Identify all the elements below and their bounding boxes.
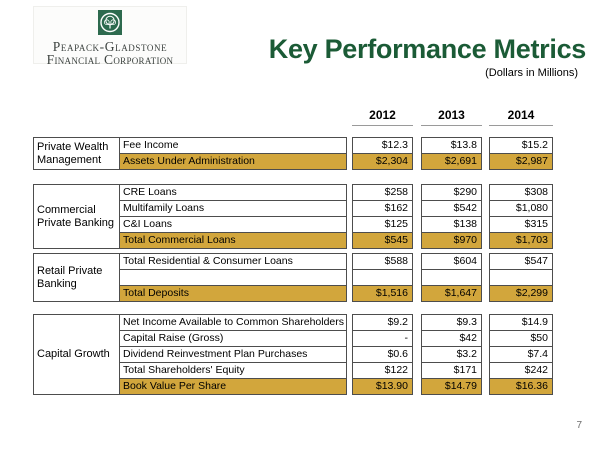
row-label-highlight: Assets Under Administration — [120, 153, 346, 169]
values-2013-s3: $604 $1,647 — [421, 253, 482, 302]
values-2012-s2: $258 $162 $125 $545 — [352, 184, 413, 249]
values-2012-s4: $9.2 - $0.6 $122 $13.90 — [352, 314, 413, 395]
values-2012-s3: $588 $1,516 — [352, 253, 413, 302]
value-cell-highlight: $545 — [353, 232, 412, 248]
values-2014-s3: $547 $2,299 — [489, 253, 553, 302]
value-cell-highlight: $1,516 — [353, 285, 412, 301]
values-2014-s4: $14.9 $50 $7.4 $242 $16.36 — [489, 314, 553, 395]
section-capital-growth: Capital Growth Net Income Available to C… — [33, 314, 347, 395]
value-cell-highlight: $16.36 — [490, 378, 552, 394]
value-cell: $9.2 — [387, 316, 408, 328]
value-cell: $315 — [490, 216, 552, 232]
page-number: 7 — [576, 420, 582, 431]
value-cell: $13.8 — [450, 139, 477, 151]
value-cell: $138 — [422, 216, 481, 232]
row-label: CRE Loans — [123, 186, 177, 198]
year-header-2012: 2012 — [352, 108, 413, 126]
value-cell-empty — [422, 269, 481, 285]
year-header-2013: 2013 — [421, 108, 482, 126]
row-label-highlight: Book Value Per Share — [120, 378, 346, 394]
value-cell: $42 — [422, 330, 481, 346]
tree-emblem-icon — [98, 10, 122, 40]
row-label-highlight: Total Commercial Loans — [120, 232, 346, 248]
year-header-2014: 2014 — [489, 108, 553, 126]
row-label: Fee Income — [123, 139, 179, 151]
value-cell: $12.3 — [381, 139, 408, 151]
group-label: Retail Private Banking — [34, 254, 120, 301]
value-cell: $7.4 — [490, 346, 552, 362]
value-cell: $3.2 — [422, 346, 481, 362]
values-2013-s1: $13.8 $2,691 — [421, 137, 482, 170]
value-cell: $1,080 — [490, 200, 552, 216]
page-title: Key Performance Metrics — [268, 34, 587, 64]
value-cell: $0.6 — [353, 346, 412, 362]
row-label-highlight: Total Deposits — [120, 285, 346, 301]
value-cell: $308 — [524, 186, 548, 198]
value-cell: $542 — [422, 200, 481, 216]
value-cell-highlight: $2,987 — [490, 153, 552, 169]
row-label: Total Shareholders' Equity — [120, 362, 346, 378]
row-label: Capital Raise (Gross) — [120, 330, 346, 346]
value-cell: $50 — [490, 330, 552, 346]
value-cell: $242 — [490, 362, 552, 378]
row-label: Multifamily Loans — [120, 200, 346, 216]
row-label: Net Income Available to Common Sharehold… — [123, 316, 345, 328]
row-label: Total Residential & Consumer Loans — [123, 255, 293, 267]
page-subtitle: (Dollars in Millions) — [485, 67, 578, 79]
section-commercial-private-banking: Commercial Private Banking CRE Loans Mul… — [33, 184, 347, 249]
company-name-line2: Financial Corporation — [46, 52, 174, 67]
value-cell-highlight: $970 — [422, 232, 481, 248]
values-2012-s1: $12.3 $2,304 — [352, 137, 413, 170]
value-cell: $9.3 — [456, 316, 477, 328]
values-2014-s1: $15.2 $2,987 — [489, 137, 553, 170]
row-label-empty — [120, 269, 346, 285]
group-label: Capital Growth — [34, 315, 120, 394]
value-cell-empty — [490, 269, 552, 285]
value-cell-highlight: $2,304 — [353, 153, 412, 169]
value-cell: $14.9 — [521, 316, 548, 328]
value-cell: $15.2 — [521, 139, 548, 151]
values-2013-s2: $290 $542 $138 $970 — [421, 184, 482, 249]
value-cell-highlight: $14.79 — [422, 378, 481, 394]
group-label: Private Wealth Management — [34, 138, 120, 169]
value-cell-highlight: $13.90 — [353, 378, 412, 394]
value-cell-empty — [353, 269, 412, 285]
value-cell: $162 — [353, 200, 412, 216]
value-cell: $290 — [453, 186, 477, 198]
section-private-wealth-management: Private Wealth Management Fee Income Ass… — [33, 137, 347, 170]
value-cell: $604 — [453, 255, 477, 267]
company-logo: Peapack-Gladstone Financial Corporation — [33, 6, 187, 67]
value-cell: $171 — [422, 362, 481, 378]
value-cell: $258 — [384, 186, 408, 198]
value-cell-highlight: $1,703 — [490, 232, 552, 248]
row-label: Dividend Reinvestment Plan Purchases — [120, 346, 346, 362]
value-cell: $547 — [524, 255, 548, 267]
value-cell: $125 — [353, 216, 412, 232]
values-2013-s4: $9.3 $42 $3.2 $171 $14.79 — [421, 314, 482, 395]
value-cell-highlight: $2,299 — [490, 285, 552, 301]
value-cell: - — [353, 330, 412, 346]
row-label: C&I Loans — [120, 216, 346, 232]
section-retail-private-banking: Retail Private Banking Total Residential… — [33, 253, 347, 302]
group-label: Commercial Private Banking — [34, 185, 120, 248]
company-name-line1: Peapack-Gladstone — [52, 39, 168, 54]
value-cell: $122 — [353, 362, 412, 378]
value-cell-highlight: $2,691 — [422, 153, 481, 169]
value-cell-highlight: $1,647 — [422, 285, 481, 301]
values-2014-s2: $308 $1,080 $315 $1,703 — [489, 184, 553, 249]
value-cell: $588 — [384, 255, 408, 267]
